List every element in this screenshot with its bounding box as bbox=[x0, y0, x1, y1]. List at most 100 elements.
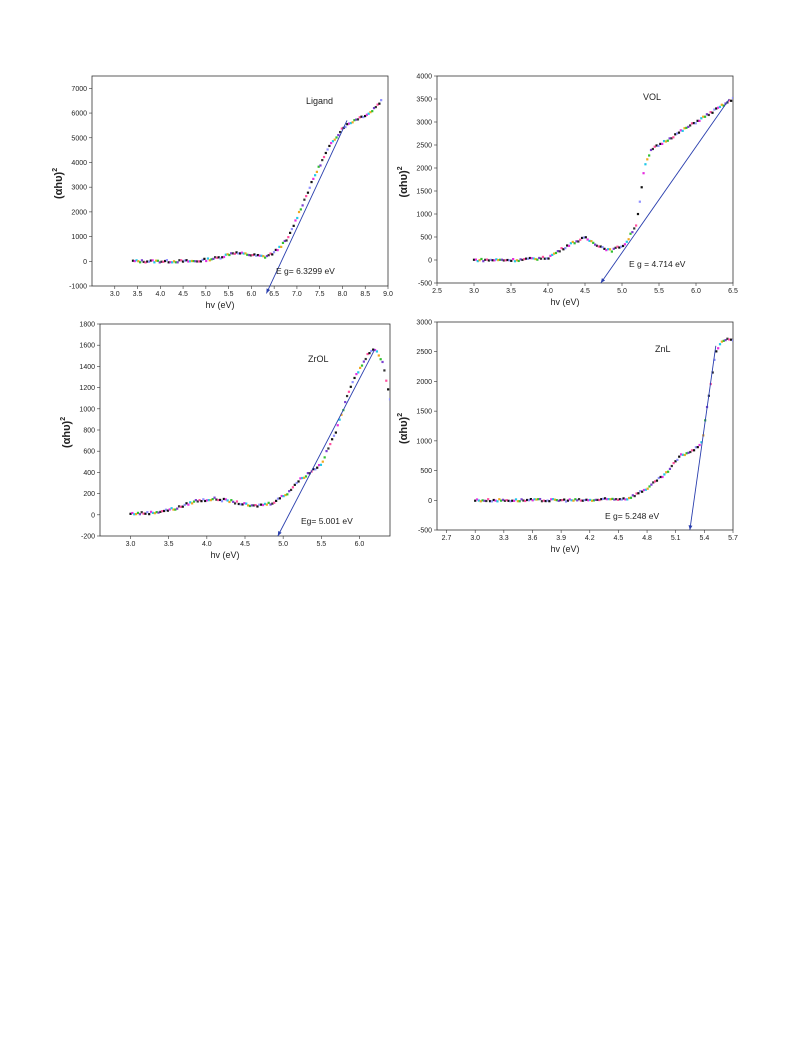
data-point bbox=[590, 499, 594, 502]
data-point bbox=[485, 499, 488, 503]
data-point bbox=[329, 442, 332, 446]
data-point bbox=[213, 496, 216, 499]
x-tick-label: 5.5 bbox=[316, 541, 326, 548]
data-point bbox=[509, 500, 512, 503]
data-point bbox=[344, 125, 347, 129]
data-point bbox=[203, 257, 206, 260]
data-point bbox=[651, 147, 654, 151]
arrowhead bbox=[688, 525, 693, 530]
data-point bbox=[159, 510, 162, 513]
data-point bbox=[627, 238, 630, 241]
data-point bbox=[208, 259, 211, 262]
data-point bbox=[722, 104, 725, 107]
data-point bbox=[345, 394, 349, 398]
x-axis-label: hv (eV) bbox=[550, 544, 579, 554]
data-point bbox=[328, 144, 331, 148]
data-point bbox=[280, 494, 283, 498]
data-point bbox=[317, 165, 320, 168]
data-point bbox=[542, 499, 545, 502]
y-tick-label: 200 bbox=[83, 491, 95, 498]
data-point bbox=[556, 250, 559, 253]
data-point bbox=[581, 499, 584, 502]
data-point bbox=[534, 257, 537, 261]
data-point bbox=[295, 481, 298, 485]
data-point bbox=[487, 498, 490, 501]
data-point bbox=[233, 252, 236, 255]
data-point bbox=[505, 499, 508, 502]
data-point bbox=[174, 261, 177, 264]
data-series bbox=[129, 348, 390, 516]
data-point bbox=[385, 379, 388, 382]
data-point bbox=[167, 261, 170, 264]
data-point bbox=[644, 488, 647, 491]
data-point bbox=[371, 110, 374, 113]
data-point bbox=[230, 252, 233, 255]
data-point bbox=[633, 227, 636, 230]
data-point bbox=[648, 485, 651, 488]
data-point bbox=[156, 259, 160, 262]
data-series bbox=[474, 337, 733, 503]
data-point bbox=[584, 236, 587, 239]
x-tick-label: 3.0 bbox=[469, 288, 479, 295]
data-point bbox=[494, 499, 497, 502]
data-point bbox=[551, 498, 555, 501]
data-point bbox=[472, 258, 476, 261]
data-point bbox=[346, 123, 349, 126]
data-point bbox=[163, 509, 166, 513]
data-point bbox=[649, 148, 653, 152]
data-point bbox=[484, 258, 487, 261]
data-point bbox=[260, 503, 263, 506]
data-point bbox=[553, 252, 556, 255]
data-point bbox=[179, 505, 183, 508]
data-point bbox=[372, 107, 376, 110]
y-tick-label: 500 bbox=[420, 468, 432, 475]
y-tick-label: 2500 bbox=[416, 143, 432, 150]
data-point bbox=[515, 259, 518, 262]
data-point bbox=[226, 499, 229, 502]
data-point bbox=[258, 503, 261, 506]
data-point bbox=[551, 253, 554, 256]
data-point bbox=[335, 136, 338, 139]
x-tick-label: 3.5 bbox=[506, 288, 516, 295]
data-point bbox=[219, 498, 222, 502]
data-point bbox=[357, 371, 360, 374]
data-point bbox=[217, 498, 220, 502]
data-point bbox=[677, 131, 681, 134]
data-point bbox=[368, 352, 371, 355]
data-point bbox=[655, 144, 658, 147]
data-point bbox=[522, 499, 525, 502]
data-point bbox=[670, 464, 673, 468]
data-point bbox=[533, 498, 536, 501]
y-tick-label: 3000 bbox=[416, 320, 432, 327]
data-point bbox=[205, 499, 209, 502]
data-point bbox=[687, 125, 690, 128]
data-point bbox=[700, 441, 703, 444]
data-point bbox=[500, 499, 503, 502]
x-tick-label: 9.0 bbox=[383, 291, 393, 298]
data-point bbox=[245, 502, 248, 505]
data-point bbox=[495, 258, 498, 261]
data-point bbox=[360, 115, 363, 118]
data-point bbox=[548, 500, 551, 503]
data-point bbox=[215, 498, 218, 501]
data-point bbox=[212, 257, 215, 260]
data-point bbox=[189, 260, 192, 263]
data-point bbox=[474, 499, 477, 502]
data-point bbox=[698, 443, 701, 447]
data-point bbox=[616, 498, 620, 501]
data-point bbox=[681, 129, 684, 132]
data-point bbox=[668, 137, 671, 140]
data-point bbox=[240, 251, 244, 254]
data-point bbox=[521, 258, 524, 262]
data-point bbox=[709, 111, 712, 114]
data-point bbox=[304, 475, 308, 478]
data-point bbox=[360, 364, 364, 367]
data-point bbox=[192, 260, 195, 263]
data-point bbox=[657, 144, 660, 148]
x-tick-label: 6.5 bbox=[269, 291, 279, 298]
data-point bbox=[377, 354, 380, 357]
data-point bbox=[148, 513, 151, 516]
y-tick-label: -200 bbox=[81, 534, 95, 541]
data-point bbox=[483, 499, 486, 502]
data-point bbox=[587, 499, 590, 502]
